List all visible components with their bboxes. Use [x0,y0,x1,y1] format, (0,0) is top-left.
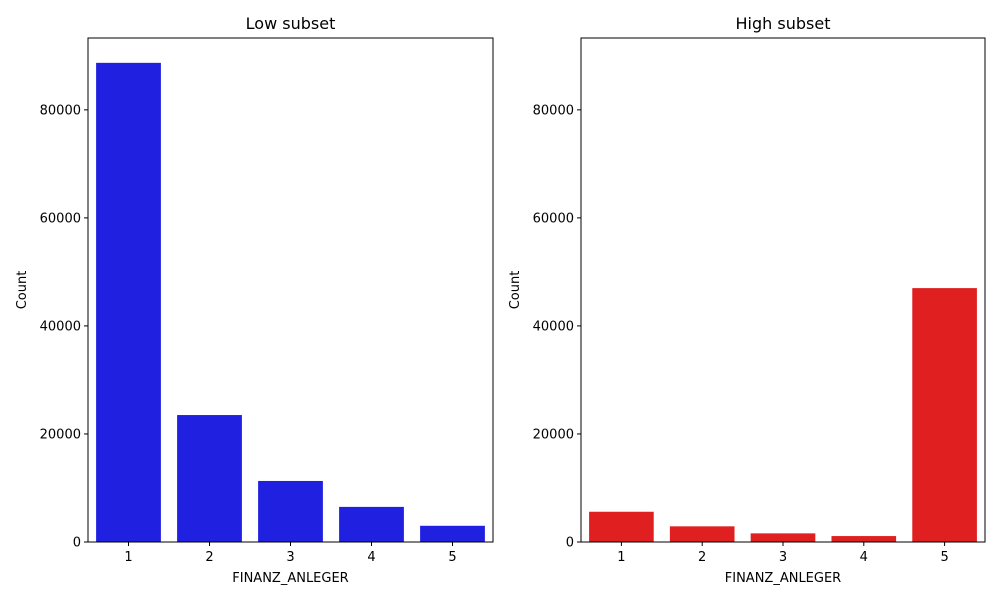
bars-group [589,288,977,542]
x-tick-label: 3 [779,550,787,565]
bar-1 [96,62,161,542]
y-axis-ticks: 0 20000 40000 60000 80000 [40,103,88,551]
y-tick-label: 60000 [533,211,574,226]
plot-frame [87,37,494,543]
y-tick-label: 60000 [40,211,81,226]
x-tick-label: 4 [860,550,868,565]
y-tick-label: 0 [566,536,574,551]
y-tick-label: 40000 [40,319,81,334]
y-tick-label: 0 [73,536,81,551]
x-tick-label: 1 [617,550,625,565]
chart-low-subset: Low subset 0 20000 40000 60000 80000 1 2 3 4 5 F… [15,14,494,586]
chart-title: High subset [736,14,831,33]
bars-group [96,62,485,542]
x-tick-label: 3 [286,550,294,565]
x-tick-label: 1 [124,550,132,565]
bar-4 [339,506,404,542]
x-tick-label: 4 [367,550,375,565]
y-tick-label: 80000 [40,103,81,118]
y-tick-label: 20000 [533,427,574,442]
x-tick-label: 2 [698,550,706,565]
bar-4 [831,536,897,542]
bar-5 [420,525,485,542]
y-tick-label: 40000 [533,319,574,334]
bar-2 [669,526,735,542]
y-axis-label: Count [15,271,30,310]
x-tick-label: 2 [205,550,213,565]
y-axis-ticks: 0 20000 40000 60000 80000 [533,103,581,551]
bar-3 [750,533,816,542]
y-axis-label: Count [508,271,523,310]
x-tick-label: 5 [448,550,456,565]
y-tick-label: 20000 [40,427,81,442]
bar-2 [177,415,242,542]
x-axis-label: FINANZ_ANLEGER [232,571,348,586]
bar-5 [912,288,977,542]
x-axis-ticks: 1 2 3 4 5 [124,542,457,565]
x-axis-label: FINANZ_ANLEGER [725,571,841,586]
chart-title: Low subset [246,14,336,33]
plot-frame [580,37,986,543]
y-tick-label: 80000 [533,103,574,118]
x-tick-label: 5 [940,550,948,565]
bar-1 [589,511,654,542]
x-axis-ticks: 1 2 3 4 5 [617,542,949,565]
bar-3 [258,480,323,542]
